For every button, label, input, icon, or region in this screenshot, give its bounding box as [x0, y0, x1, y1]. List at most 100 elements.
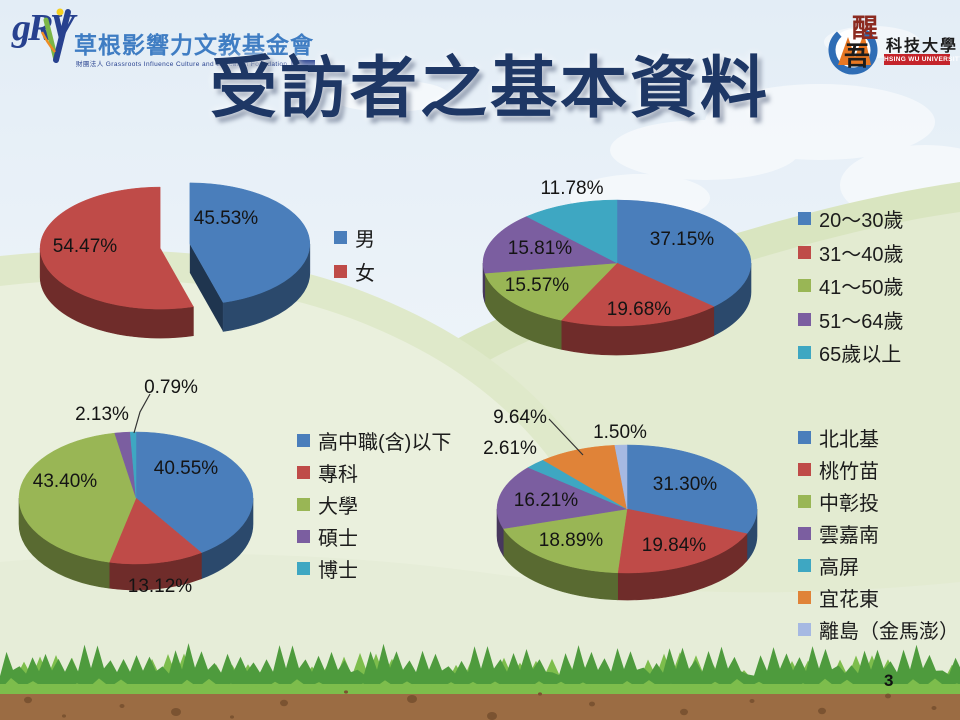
- legend-swatch: [334, 230, 347, 244]
- soil-pebble: [171, 708, 181, 716]
- legend-label: 51～64歲: [819, 310, 904, 333]
- legend-label: 女: [355, 262, 375, 285]
- pie-age: 37.15% 19.68% 15.57% 15.81% 11.78%: [482, 178, 752, 356]
- university-logo: 醒 吾 科技大學 HSING WU UNIVERSITY: [824, 6, 960, 80]
- pie-age-value-label: 37.15%: [650, 229, 715, 250]
- legend-label: 大學: [318, 495, 358, 518]
- pie-region-value-label: 2.61%: [483, 438, 537, 459]
- legend-label: 桃竹苗: [819, 460, 879, 483]
- soil-pebble: [538, 692, 542, 696]
- legend-label: 20～30歲: [819, 210, 904, 233]
- pie-region-value-label: 16.21%: [514, 490, 579, 511]
- pie-age-slice-41～50歲: [484, 262, 618, 321]
- pie-gender: 45.53% 54.47%: [39, 182, 311, 339]
- legend-label: 雲嘉南: [819, 524, 879, 547]
- legend-label: 65歲以上: [819, 344, 902, 367]
- legend-item-age-2: 41～50歲: [798, 269, 904, 303]
- foundation-flower-icon: [40, 8, 71, 63]
- legend-item-region-4: 高屏: [798, 549, 959, 581]
- pie-region-slice-雲嘉南: [496, 467, 628, 529]
- foundation-name: 草根影響力文教基金會: [74, 32, 314, 58]
- page-number: 3: [884, 671, 894, 690]
- legend-item-region-0: 北北基: [798, 421, 959, 453]
- pie-age-slice-20～30歲: [616, 199, 752, 307]
- pie-age-slice-31～40歲: [560, 262, 715, 327]
- pie-region-value-label: 18.89%: [539, 530, 604, 551]
- soil-pebble: [62, 714, 66, 718]
- pie-region-slice-桃竹苗: [617, 508, 748, 574]
- university-char-2: 吾: [844, 41, 871, 71]
- legend-item-gender-1: 女: [334, 254, 375, 288]
- legend-label: 宜花東: [819, 588, 879, 611]
- legend-item-education-0: 高中職(含)以下: [297, 424, 451, 456]
- region-legend: 北北基桃竹苗中彰投雲嘉南高屏宜花東離島（金馬澎）: [798, 421, 959, 645]
- legend-item-age-1: 31～40歲: [798, 236, 904, 270]
- legend-item-age-0: 20～30歲: [798, 202, 904, 236]
- pie-age-value-label: 15.81%: [508, 238, 573, 259]
- pie-education-slice-大學: [18, 432, 137, 563]
- pie-region-slice-離島（金馬澎）: [614, 444, 628, 510]
- soil-pebble: [344, 690, 348, 694]
- legend-swatch: [798, 462, 811, 476]
- legend-swatch: [297, 433, 310, 447]
- legend-item-education-2: 大學: [297, 488, 451, 520]
- legend-swatch: [297, 529, 310, 543]
- pie-gender-slice-男: [189, 182, 311, 303]
- pie-region-slice-北北基: [626, 444, 758, 534]
- legend-label: 31～40歲: [819, 243, 904, 266]
- soil-pebble: [24, 696, 32, 704]
- pie-age-value-label: 11.78%: [540, 178, 603, 199]
- legend-label: 中彰投: [819, 492, 879, 515]
- pie-education-leader-line: [133, 393, 151, 434]
- legend-label: 離島（金馬澎）: [819, 620, 959, 643]
- pie-gender-slice-女: [39, 186, 194, 310]
- pie-age-value-label: 19.68%: [607, 299, 672, 320]
- legend-swatch: [798, 430, 811, 444]
- pie-education-value-label: 40.55%: [154, 458, 219, 479]
- pie-education-value-label: 2.13%: [75, 404, 129, 425]
- pie-education: 40.55% 13.12% 43.40% 2.13% 0.79%: [18, 377, 254, 597]
- pie-region-value-label: 31.30%: [653, 474, 718, 495]
- legend-swatch: [798, 212, 811, 226]
- pie-region-slice-宜花東: [542, 445, 628, 510]
- pie-gender-value-label: 54.47%: [53, 236, 118, 257]
- pie-region-leader-line: [548, 418, 584, 456]
- legend-swatch: [798, 279, 811, 293]
- grass-dark: [0, 643, 960, 684]
- page-title: 受訪者之基本資料: [210, 51, 770, 126]
- legend-swatch: [297, 465, 310, 479]
- legend-item-gender-0: 男: [334, 220, 375, 254]
- legend-swatch: [297, 497, 310, 511]
- foundation-subtitle: 財團法人 Grassroots Influence Culture and Ed…: [76, 61, 288, 68]
- legend-item-region-3: 雲嘉南: [798, 517, 959, 549]
- soil-pebble: [487, 712, 497, 720]
- pie-region: 31.30% 19.84% 18.89% 16.21% 2.61% 9.64% 1.50%: [483, 407, 758, 601]
- soil-pebble: [407, 695, 417, 703]
- soil-pebble: [119, 704, 125, 708]
- legend-label: 男: [355, 228, 375, 251]
- legend-label: 專科: [318, 463, 358, 486]
- legend-swatch: [798, 494, 811, 508]
- pie-region-value-label: 1.50%: [593, 422, 647, 443]
- legend-swatch: [798, 622, 811, 636]
- legend-label: 高屏: [819, 556, 859, 579]
- legend-item-region-2: 中彰投: [798, 485, 959, 517]
- legend-item-region-6: 離島（金馬澎）: [798, 613, 959, 645]
- legend-swatch: [798, 590, 811, 604]
- university-name-en: HSING WU UNIVERSITY: [884, 54, 960, 65]
- legend-item-education-4: 博士: [297, 552, 451, 584]
- legend-swatch: [798, 346, 811, 360]
- pie-age-value-label: 15.57%: [505, 275, 570, 296]
- legend-item-education-1: 專科: [297, 456, 451, 488]
- pie-region-value-label: 9.64%: [493, 407, 547, 428]
- legend-item-age-4: 65歲以上: [798, 336, 904, 370]
- legend-label: 博士: [318, 559, 358, 582]
- legend-swatch: [334, 264, 347, 278]
- pie-education-value-label: 13.12%: [128, 576, 193, 597]
- pie-education-slice-高中職(含)以下: [135, 431, 254, 553]
- pie-gender-value-label: 45.53%: [194, 208, 259, 229]
- foundation-logo-bar: [291, 60, 316, 66]
- pie-education-slice-專科: [108, 497, 202, 565]
- legend-swatch: [798, 312, 811, 326]
